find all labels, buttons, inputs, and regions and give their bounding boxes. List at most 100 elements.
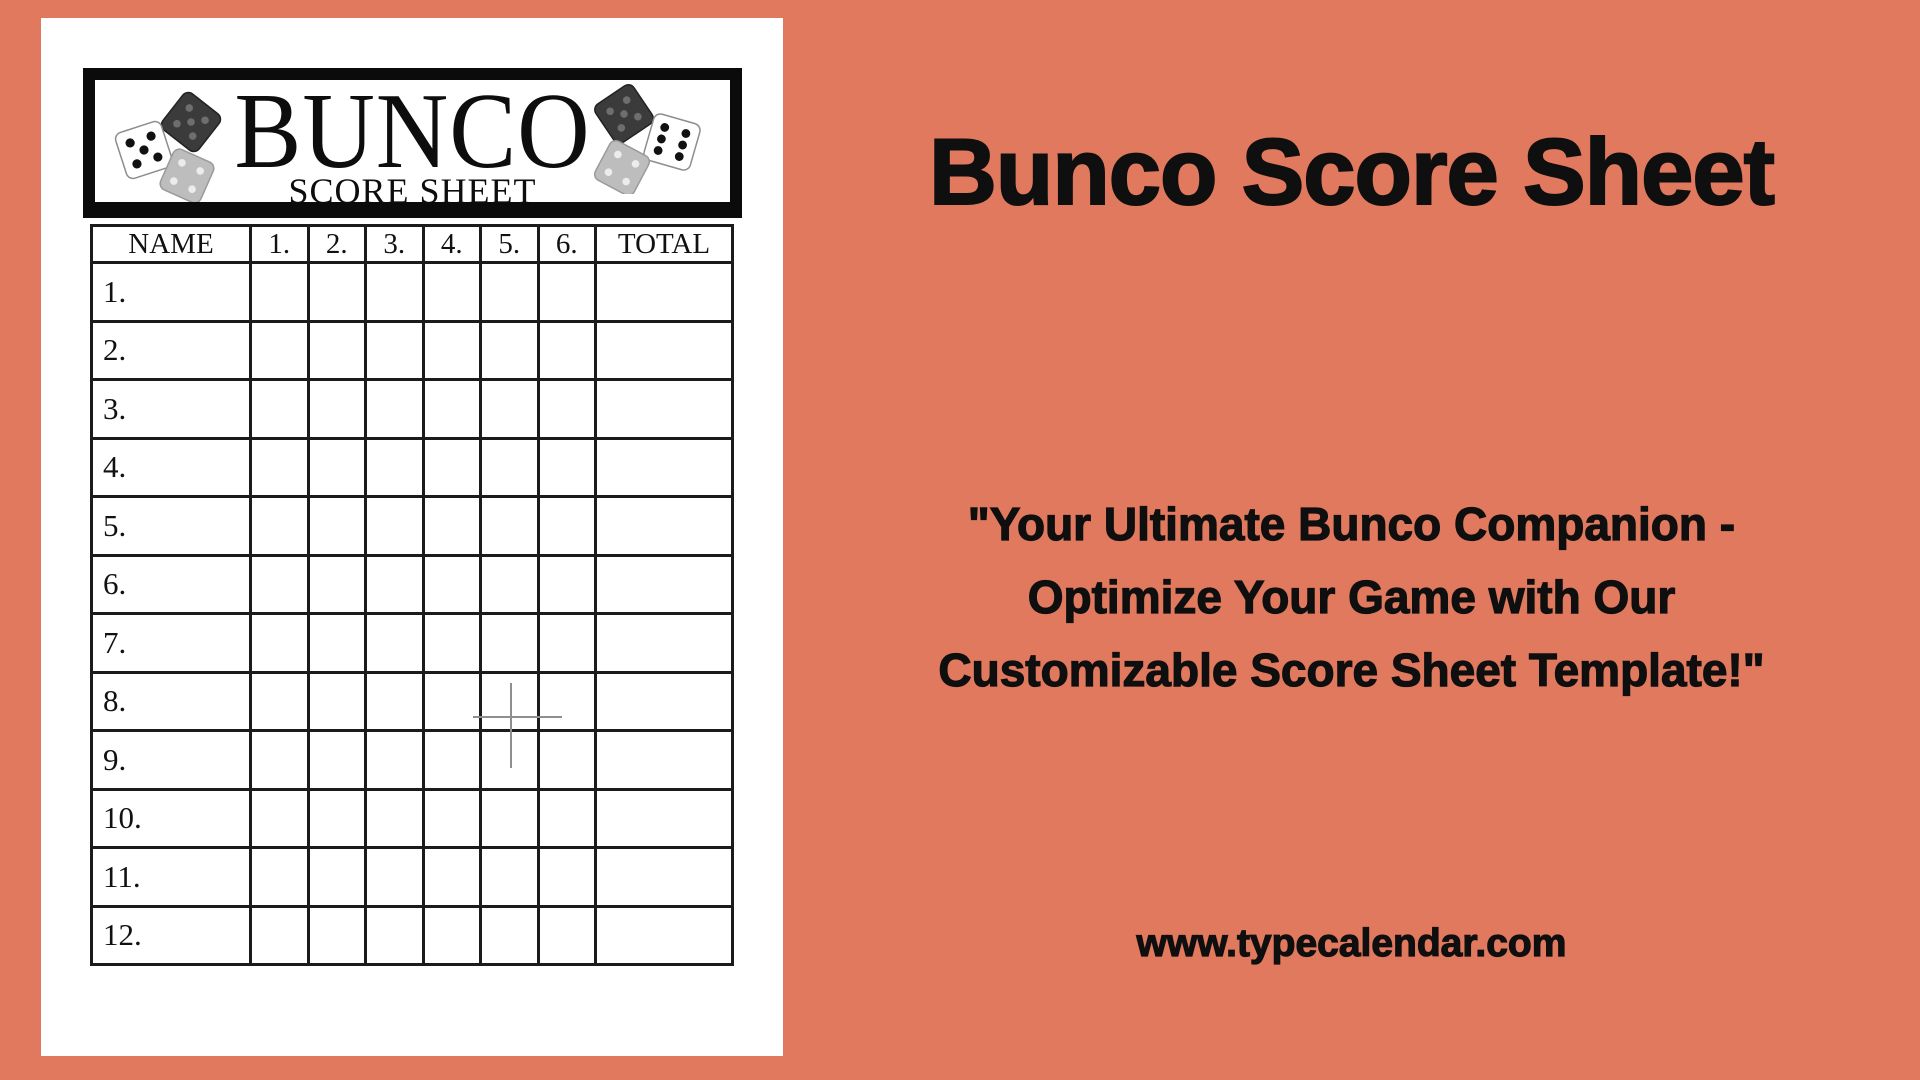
score-cell (536, 904, 597, 966)
score-cell (536, 553, 597, 615)
column-header: 5. (479, 224, 540, 264)
score-cell (536, 436, 597, 498)
score-cell (249, 261, 310, 323)
score-cell (364, 378, 425, 440)
score-cell (479, 319, 540, 381)
score-cell (479, 261, 540, 323)
score-cell (536, 495, 597, 557)
promo-quote-line: "Your Ultimate Bunco Companion - (967, 497, 1736, 550)
score-cell (306, 787, 367, 849)
score-cell (536, 846, 597, 908)
column-header: 3. (364, 224, 425, 264)
score-sheet-header: BUNCO SCORE SHEET (83, 68, 742, 218)
score-cell (421, 670, 482, 732)
score-cell (421, 378, 482, 440)
score-cell (306, 670, 367, 732)
total-cell (594, 729, 734, 791)
score-row: 6. (90, 553, 734, 615)
score-cell (421, 261, 482, 323)
score-sheet-paper: BUNCO SCORE SHEET (41, 18, 783, 1056)
score-cell (421, 787, 482, 849)
score-cell (249, 553, 310, 615)
score-table: NAME 1. 2. 3. 4. 5. 6. TOTAL 1. 2. 3. 4. 5. 6. 7. 8. 9.… (90, 224, 734, 966)
score-cell (306, 378, 367, 440)
score-cell (421, 553, 482, 615)
score-cell (249, 670, 310, 732)
score-cell (421, 436, 482, 498)
score-cell (364, 495, 425, 557)
score-cell (249, 729, 310, 791)
score-row: 2. (90, 319, 734, 381)
score-cell (364, 787, 425, 849)
score-cell (306, 495, 367, 557)
score-cell (364, 436, 425, 498)
score-cell (536, 612, 597, 674)
score-cell (364, 904, 425, 966)
score-cell (536, 787, 597, 849)
player-name-cell: 9. (90, 729, 252, 791)
score-cell (364, 261, 425, 323)
player-name-cell: 11. (90, 846, 252, 908)
player-name-cell: 2. (90, 319, 252, 381)
dice-icon (111, 88, 233, 207)
score-cell (306, 612, 367, 674)
score-cell (421, 319, 482, 381)
score-row: 8. (90, 670, 734, 732)
dice-icon (586, 82, 704, 199)
score-cell (536, 670, 597, 732)
score-cell (364, 553, 425, 615)
score-cell (536, 319, 597, 381)
score-cell (249, 846, 310, 908)
score-cell (249, 904, 310, 966)
score-cell (479, 378, 540, 440)
player-name-cell: 3. (90, 378, 252, 440)
score-row: 7. (90, 612, 734, 674)
score-cell (306, 553, 367, 615)
promo-quote-line: Customizable Score Sheet Template!" (938, 643, 1765, 696)
player-name-cell: 8. (90, 670, 252, 732)
score-cell (479, 553, 540, 615)
sheet-subtitle: SCORE SHEET (288, 171, 537, 211)
score-cell (306, 261, 367, 323)
score-cell (306, 436, 367, 498)
column-header: NAME (90, 224, 252, 264)
score-cell (306, 729, 367, 791)
score-cell (306, 319, 367, 381)
score-cell (479, 904, 540, 966)
score-cell (421, 612, 482, 674)
website-url: www.typecalendar.com (1136, 921, 1567, 965)
sheet-title: BUNCO (234, 72, 591, 191)
score-cell (479, 436, 540, 498)
score-cell (249, 495, 310, 557)
score-cell (249, 436, 310, 498)
promo-quote: "Your Ultimate Bunco Companion - Optimiz… (783, 488, 1920, 707)
total-cell (594, 378, 734, 440)
score-cell (479, 787, 540, 849)
player-name-cell: 5. (90, 495, 252, 557)
column-header: 2. (306, 224, 367, 264)
total-cell (594, 670, 734, 732)
score-row: 3. (90, 378, 734, 440)
score-cell (249, 787, 310, 849)
promo-title: Bunco Score Sheet (928, 118, 1776, 225)
score-cell (249, 612, 310, 674)
total-cell (594, 436, 734, 498)
total-cell (594, 261, 734, 323)
score-table-body: 1. 2. 3. 4. 5. 6. 7. 8. 9. 10. 11. 12. (90, 261, 734, 966)
score-cell (421, 846, 482, 908)
score-row: 5. (90, 495, 734, 557)
score-row: 11. (90, 846, 734, 908)
total-cell (594, 846, 734, 908)
score-cell (364, 612, 425, 674)
crosshair-mark (473, 716, 562, 718)
score-cell (249, 378, 310, 440)
column-header: TOTAL (594, 224, 734, 264)
player-name-cell: 12. (90, 904, 252, 966)
promo-panel: Bunco Score Sheet "Your Ultimate Bunco C… (783, 0, 1920, 1080)
score-row: 9. (90, 729, 734, 791)
score-cell (421, 495, 482, 557)
score-cell (479, 846, 540, 908)
score-cell (364, 846, 425, 908)
total-cell (594, 904, 734, 966)
